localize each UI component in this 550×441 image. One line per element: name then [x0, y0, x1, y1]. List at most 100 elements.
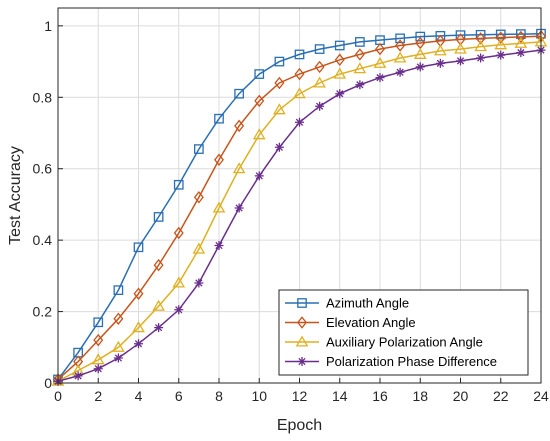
data-point [274, 76, 285, 90]
data-point [435, 58, 445, 68]
data-point [516, 48, 526, 58]
data-point [254, 94, 265, 108]
data-point [413, 47, 427, 59]
data-point [395, 67, 405, 77]
legend-marker [297, 357, 307, 366]
data-point [476, 53, 486, 63]
data-point [113, 285, 124, 295]
y-tick-label: 0 [44, 375, 52, 391]
data-point [373, 56, 387, 68]
legend-entry: Auxiliary Polarization Angle [285, 335, 483, 350]
data-point [334, 53, 345, 67]
legend-label: Polarization Phase Difference [326, 354, 497, 369]
legend-box [278, 289, 529, 376]
legend-entry: Polarization Phase Difference [285, 354, 497, 369]
data-point [234, 119, 245, 133]
data-point [273, 103, 286, 115]
legend-marker [295, 335, 309, 347]
x-tick-label: 6 [175, 388, 183, 404]
data-point [193, 191, 204, 204]
x-tick-label: 24 [533, 388, 549, 404]
data-point [314, 44, 325, 54]
data-point [73, 355, 84, 368]
y-tick-label: 0.4 [33, 232, 53, 248]
x-tick-label: 22 [493, 388, 509, 404]
data-point [73, 371, 83, 381]
data-point [214, 153, 224, 167]
data-point [395, 33, 405, 44]
data-point [254, 171, 264, 181]
data-point [435, 31, 446, 41]
y-tick-label: 0.8 [33, 89, 53, 105]
x-tick-label: 2 [94, 388, 102, 404]
data-point [214, 113, 224, 124]
data-point [355, 37, 365, 47]
data-point [133, 287, 144, 300]
legend-marker [297, 298, 307, 308]
data-point [395, 39, 406, 52]
x-tick-label: 12 [292, 388, 308, 404]
series-lines [51, 28, 548, 386]
legend: Azimuth Angle Elevation Angle Auxiliary Po… [278, 289, 529, 376]
y-tick-label: 0.2 [33, 304, 53, 320]
data-point [274, 56, 285, 67]
data-point [93, 333, 104, 347]
data-point [393, 51, 407, 63]
data-point [313, 76, 326, 88]
data-point [475, 32, 486, 45]
data-point [415, 62, 425, 72]
legend-marker [297, 316, 307, 329]
data-point [415, 31, 426, 42]
data-point [274, 142, 284, 152]
legend-entry: Elevation Angle [285, 315, 416, 330]
series-2 [53, 29, 546, 386]
data-point [333, 67, 347, 79]
data-point [192, 242, 206, 254]
series-line [57, 35, 542, 380]
data-point [234, 203, 244, 213]
data-point [174, 305, 184, 315]
data-point [495, 31, 506, 44]
data-point [173, 179, 184, 190]
data-point [353, 62, 367, 74]
data-point [112, 340, 125, 352]
data-point [113, 312, 124, 325]
y-tick-label: 0.6 [33, 161, 53, 177]
data-point [154, 323, 164, 333]
data-point [134, 339, 143, 349]
data-point [494, 38, 508, 50]
x-tick-label: 10 [251, 388, 267, 404]
series-line [57, 41, 542, 382]
data-point [93, 317, 104, 328]
data-point [456, 56, 465, 66]
legend-entry: Azimuth Angle [285, 296, 409, 311]
data-point [132, 321, 145, 333]
data-point [252, 128, 266, 140]
data-point [153, 212, 164, 222]
data-point [232, 162, 246, 174]
x-tick-label: 4 [135, 388, 143, 404]
data-point [133, 242, 144, 253]
data-point [315, 101, 325, 111]
data-point [214, 241, 224, 250]
y-tick-label: 1 [44, 18, 52, 34]
data-point [474, 40, 487, 52]
legend-label: Elevation Angle [326, 315, 416, 330]
legend-label: Azimuth Angle [326, 296, 409, 311]
data-point [293, 87, 306, 99]
data-point [152, 299, 165, 311]
data-point [334, 40, 345, 51]
x-tick-label: 20 [453, 388, 469, 404]
data-point [172, 276, 186, 288]
data-point [113, 353, 123, 363]
data-point [153, 258, 164, 272]
data-point [515, 30, 526, 44]
data-point [496, 50, 506, 60]
y-axis-label: Test Accuracy [7, 146, 24, 245]
data-point [434, 44, 447, 56]
data-point [295, 117, 304, 127]
data-point [314, 60, 325, 74]
